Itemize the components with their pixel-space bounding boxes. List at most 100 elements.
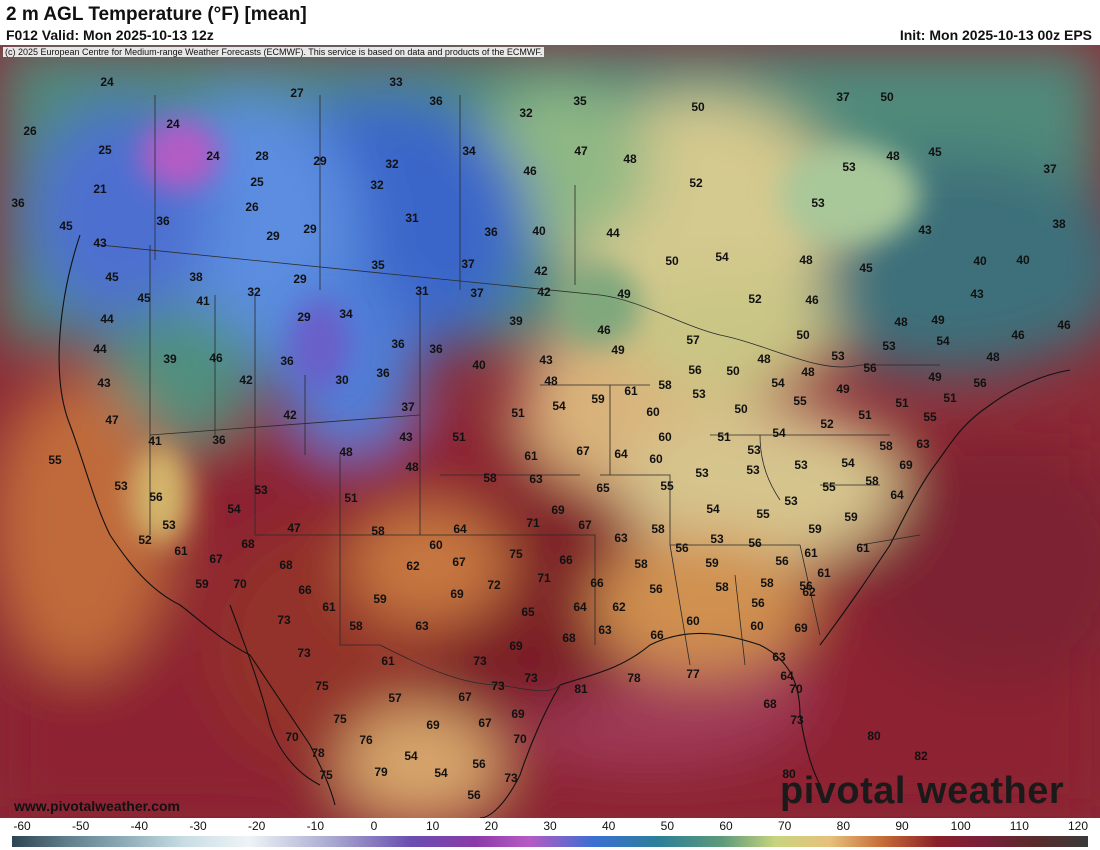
temperature-value: 58: [651, 522, 665, 536]
temperature-value: 61: [322, 600, 336, 614]
temperature-value: 53: [747, 443, 761, 457]
temperature-value: 80: [867, 729, 881, 743]
temperature-value: 67: [452, 555, 466, 569]
temperature-value: 53: [882, 339, 896, 353]
temperature-value: 61: [381, 654, 395, 668]
temperature-value: 63: [614, 531, 628, 545]
temperature-value: 67: [578, 518, 592, 532]
temperature-value: 54: [227, 502, 241, 516]
temperature-value: 67: [209, 552, 223, 566]
temperature-value: 59: [808, 522, 822, 536]
temperature-value: 78: [311, 746, 325, 760]
temperature-value: 36: [429, 94, 443, 108]
temperature-map[interactable]: 24 33 27 36 35 50 37 50 24 32 26 25 24 28 29 34 47 48 48 45…: [0, 45, 1100, 818]
colorbar-tick: 90: [895, 819, 909, 833]
temperature-value: 48: [986, 350, 1000, 364]
temperature-value: 73: [491, 679, 505, 693]
temperature-value: 43: [918, 223, 932, 237]
temperature-value: 49: [836, 382, 850, 396]
temperature-value: 59: [591, 392, 605, 406]
temperature-value: 25: [250, 175, 264, 189]
temperature-value: 59: [195, 577, 209, 591]
temperature-value: 63: [529, 472, 543, 486]
colorbar-tick: 0: [370, 819, 378, 833]
colorbar-tick: 50: [660, 819, 675, 833]
temperature-value: 64: [614, 447, 628, 461]
temperature-value: 37: [1043, 162, 1057, 176]
temperature-value: 67: [478, 716, 492, 730]
temperature-value: 58: [715, 580, 729, 594]
temperature-value: 36: [156, 214, 170, 228]
temperature-value: 49: [928, 370, 942, 384]
temperature-value: 57: [388, 691, 402, 705]
temperature-value: 44: [606, 226, 620, 240]
temperature-value: 58: [634, 557, 648, 571]
temperature-value: 53: [114, 479, 128, 493]
temperature-value: 43: [399, 430, 413, 444]
temperature-value: 30: [335, 373, 349, 387]
temperature-value: 26: [245, 200, 259, 214]
temperature-value: 76: [359, 733, 373, 747]
colorbar-tick: 100: [950, 819, 971, 833]
temperature-value: 56: [675, 541, 689, 555]
colorbar-tick: 110: [1009, 819, 1029, 833]
temperature-value: 46: [209, 351, 223, 365]
temperature-value: 75: [319, 768, 333, 782]
temperature-value: 58: [371, 524, 385, 538]
temperature-value: 68: [763, 697, 777, 711]
temperature-value: 69: [509, 639, 523, 653]
temperature-value: 67: [576, 444, 590, 458]
temperature-value: 70: [285, 730, 299, 744]
temperature-value: 57: [686, 333, 700, 347]
website-link[interactable]: www.pivotalweather.com: [14, 798, 180, 814]
temperature-value: 54: [772, 426, 786, 440]
temperature-value: 60: [429, 538, 443, 552]
temperature-value: 51: [858, 408, 872, 422]
temperature-value: 70: [789, 682, 803, 696]
temperature-detail: [130, 120, 920, 545]
temperature-value: 24: [166, 117, 180, 131]
temperature-value: 42: [537, 285, 551, 299]
temperature-value: 25: [98, 143, 112, 157]
temperature-value: 61: [804, 546, 818, 560]
temperature-field: [0, 45, 1100, 818]
colorbar-tick: 20: [484, 819, 499, 833]
temperature-labels: 24 33 27 36 35 50 37 50 24 32 26 25 24 28 29 34 47 48 48 45…: [11, 75, 1071, 802]
temperature-value: 48: [894, 315, 908, 329]
temperature-value: 55: [48, 453, 62, 467]
map-title: 2 m AGL Temperature (°F) [mean]: [6, 4, 307, 25]
temperature-value: 73: [297, 646, 311, 660]
temperature-value: 37: [836, 90, 850, 104]
temperature-value: 36: [280, 354, 294, 368]
temperature-value: 27: [290, 86, 304, 100]
temperature-value: 56: [973, 376, 987, 390]
temperature-value: 32: [247, 285, 261, 299]
temperature-value: 51: [344, 491, 358, 505]
temperature-value: 55: [793, 394, 807, 408]
temperature-value: 51: [717, 430, 731, 444]
temperature-value: 56: [467, 788, 481, 802]
temperature-value: 21: [93, 182, 107, 196]
temperature-value: 35: [573, 94, 587, 108]
temperature-value: 65: [596, 481, 610, 495]
temperature-value: 51: [943, 391, 957, 405]
temperature-value: 45: [105, 270, 119, 284]
temperature-value: 50: [665, 254, 679, 268]
temperature-value: 48: [339, 445, 353, 459]
temperature-value: 35: [371, 258, 385, 272]
temperature-value: 66: [590, 576, 604, 590]
temperature-value: 42: [239, 373, 253, 387]
temperature-value: 46: [1011, 328, 1025, 342]
temperature-value: 56: [775, 554, 789, 568]
temperature-value: 43: [97, 376, 111, 390]
temperature-value: 58: [879, 439, 893, 453]
temperature-value: 64: [890, 488, 904, 502]
temperature-value: 51: [511, 406, 525, 420]
temperature-value: 39: [509, 314, 523, 328]
colorbar: -60 -50 -40 -30 -20 -10 0 10 20 30 40 50 60 70 80 90 100…: [0, 818, 1100, 850]
temperature-value: 49: [931, 313, 945, 327]
temperature-value: 58: [760, 576, 774, 590]
temperature-value: 32: [370, 178, 384, 192]
temperature-value: 62: [406, 559, 420, 573]
temperature-value: 29: [303, 222, 317, 236]
